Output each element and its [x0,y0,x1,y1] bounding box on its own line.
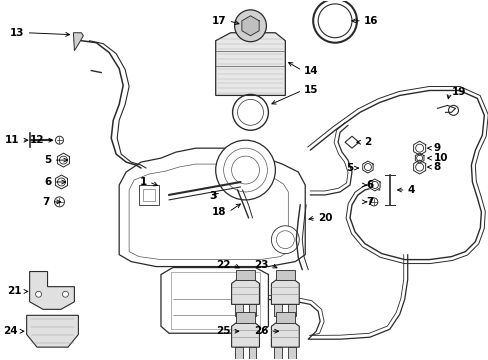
Circle shape [271,226,299,254]
Text: 17: 17 [212,16,226,26]
Polygon shape [276,312,294,323]
Text: 21: 21 [7,287,21,296]
Text: 18: 18 [212,207,226,217]
Polygon shape [288,347,296,359]
Circle shape [234,10,266,42]
Polygon shape [73,33,83,51]
Circle shape [54,197,64,207]
Polygon shape [231,280,259,304]
Text: 7: 7 [42,197,49,207]
Polygon shape [413,160,425,174]
Polygon shape [236,270,254,280]
Polygon shape [234,347,242,359]
Polygon shape [414,153,423,163]
Polygon shape [274,347,282,359]
Text: 5: 5 [44,155,51,165]
Polygon shape [271,323,299,347]
Polygon shape [231,323,259,347]
Text: 9: 9 [433,143,440,153]
Text: 20: 20 [318,213,332,223]
Polygon shape [248,304,256,316]
Text: 16: 16 [363,16,378,26]
Text: 2: 2 [363,137,370,147]
Text: 1: 1 [140,177,147,187]
Text: 13: 13 [10,28,24,38]
Polygon shape [27,315,78,347]
Text: 4: 4 [407,185,414,195]
Text: 22: 22 [216,260,230,270]
Text: 6: 6 [44,177,51,187]
Polygon shape [234,304,242,316]
Polygon shape [30,271,74,309]
Text: 15: 15 [304,85,318,95]
Polygon shape [362,161,372,173]
Text: 26: 26 [253,326,268,336]
Text: 7: 7 [365,197,372,207]
Polygon shape [413,141,425,155]
Polygon shape [242,16,259,36]
Circle shape [36,291,41,297]
Text: 6: 6 [365,180,372,190]
Text: 12: 12 [30,135,44,145]
Polygon shape [119,148,305,266]
Text: 24: 24 [3,326,18,336]
Text: 19: 19 [450,87,465,98]
Polygon shape [57,153,69,167]
Polygon shape [55,175,67,189]
Text: 23: 23 [253,260,268,270]
Text: 11: 11 [5,135,20,145]
Circle shape [369,198,377,206]
Polygon shape [161,267,268,333]
Circle shape [56,136,63,144]
Polygon shape [215,33,285,95]
Text: 5: 5 [345,163,352,173]
Polygon shape [276,270,294,280]
Polygon shape [271,280,299,304]
Polygon shape [248,347,256,359]
Polygon shape [236,312,254,323]
Circle shape [62,291,68,297]
Text: 25: 25 [216,326,230,336]
Polygon shape [274,304,282,316]
Circle shape [215,140,275,200]
Text: 3: 3 [209,191,216,201]
Text: 10: 10 [433,153,447,163]
Text: 14: 14 [304,66,318,76]
Polygon shape [369,179,379,191]
Text: 8: 8 [433,162,440,172]
Polygon shape [288,304,296,316]
